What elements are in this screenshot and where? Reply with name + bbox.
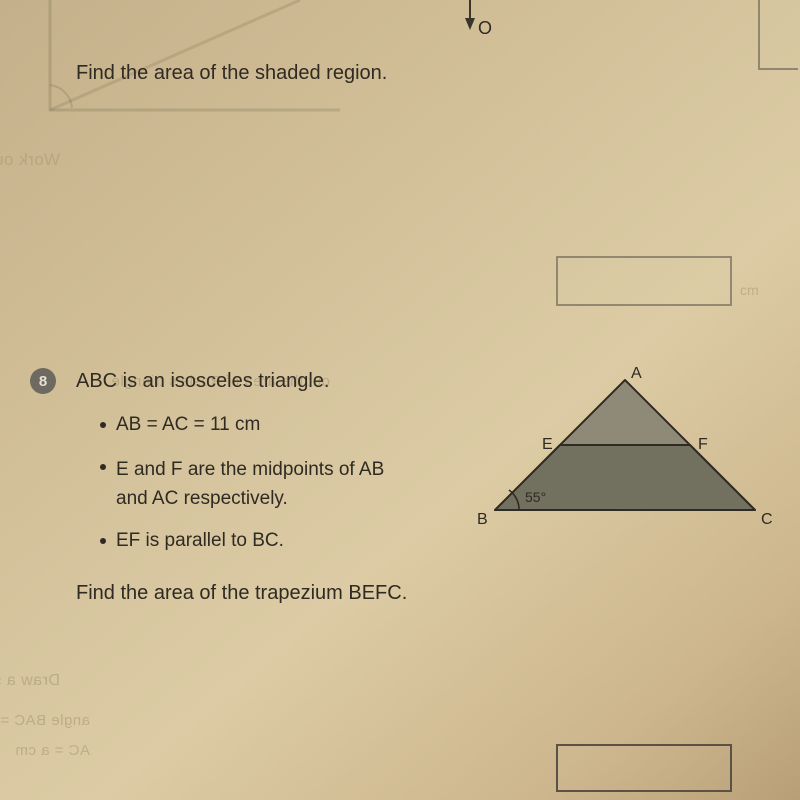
- q8-task: Find the area of the trapezium BEFC.: [76, 582, 407, 605]
- ghost-lower-1: Draw a sketch of Rosie's triangle: [0, 672, 60, 690]
- q8-ghost-overlay: out the area of Rosie's triangle: [111, 373, 330, 390]
- ghost-lower-3: AC = a cm: [15, 742, 90, 759]
- q8-number: 8: [39, 373, 47, 390]
- q8-triangle-diagram: ABCEF55°: [475, 370, 785, 550]
- ghost-lower-2: angle BAC = 32.: [0, 712, 90, 729]
- q8-bullet-2-text: E and F are the midpoints of AB and AC r…: [116, 456, 384, 513]
- worksheet-page: O Find the area of the shaded region. Wo…: [0, 0, 800, 800]
- svg-text:B: B: [477, 511, 488, 528]
- svg-text:E: E: [542, 436, 553, 453]
- answer-box-q8: [556, 744, 732, 792]
- answer-box-prev: [556, 256, 732, 306]
- svg-text:C: C: [761, 511, 773, 528]
- svg-text:55°: 55°: [525, 489, 546, 505]
- q8-bullet-1-text: AB = AC = 11 cm: [116, 414, 260, 436]
- bullet-dot-icon: [100, 464, 106, 470]
- bullet-dot-icon: [100, 422, 106, 428]
- bullet-dot-icon: [100, 538, 106, 544]
- ghost-top-text: Work out the area of the triangle: [0, 150, 60, 170]
- remnant-box-top-right: [758, 0, 798, 70]
- q8-bullet-2: E and F are the midpoints of AB and AC r…: [100, 456, 460, 513]
- svg-text:A: A: [631, 365, 642, 382]
- q8-bullet-1: AB = AC = 11 cm: [100, 414, 260, 436]
- prev-instruction: Find the area of the shaded region.: [76, 62, 387, 85]
- label-O: O: [478, 18, 492, 39]
- q8-bullet-3: EF is parallel to BC.: [100, 530, 284, 552]
- q8-number-badge: 8: [30, 368, 56, 394]
- q8-bullet-3-text: EF is parallel to BC.: [116, 530, 284, 552]
- answer-unit-ghost: cm: [740, 282, 759, 298]
- svg-text:F: F: [698, 436, 708, 453]
